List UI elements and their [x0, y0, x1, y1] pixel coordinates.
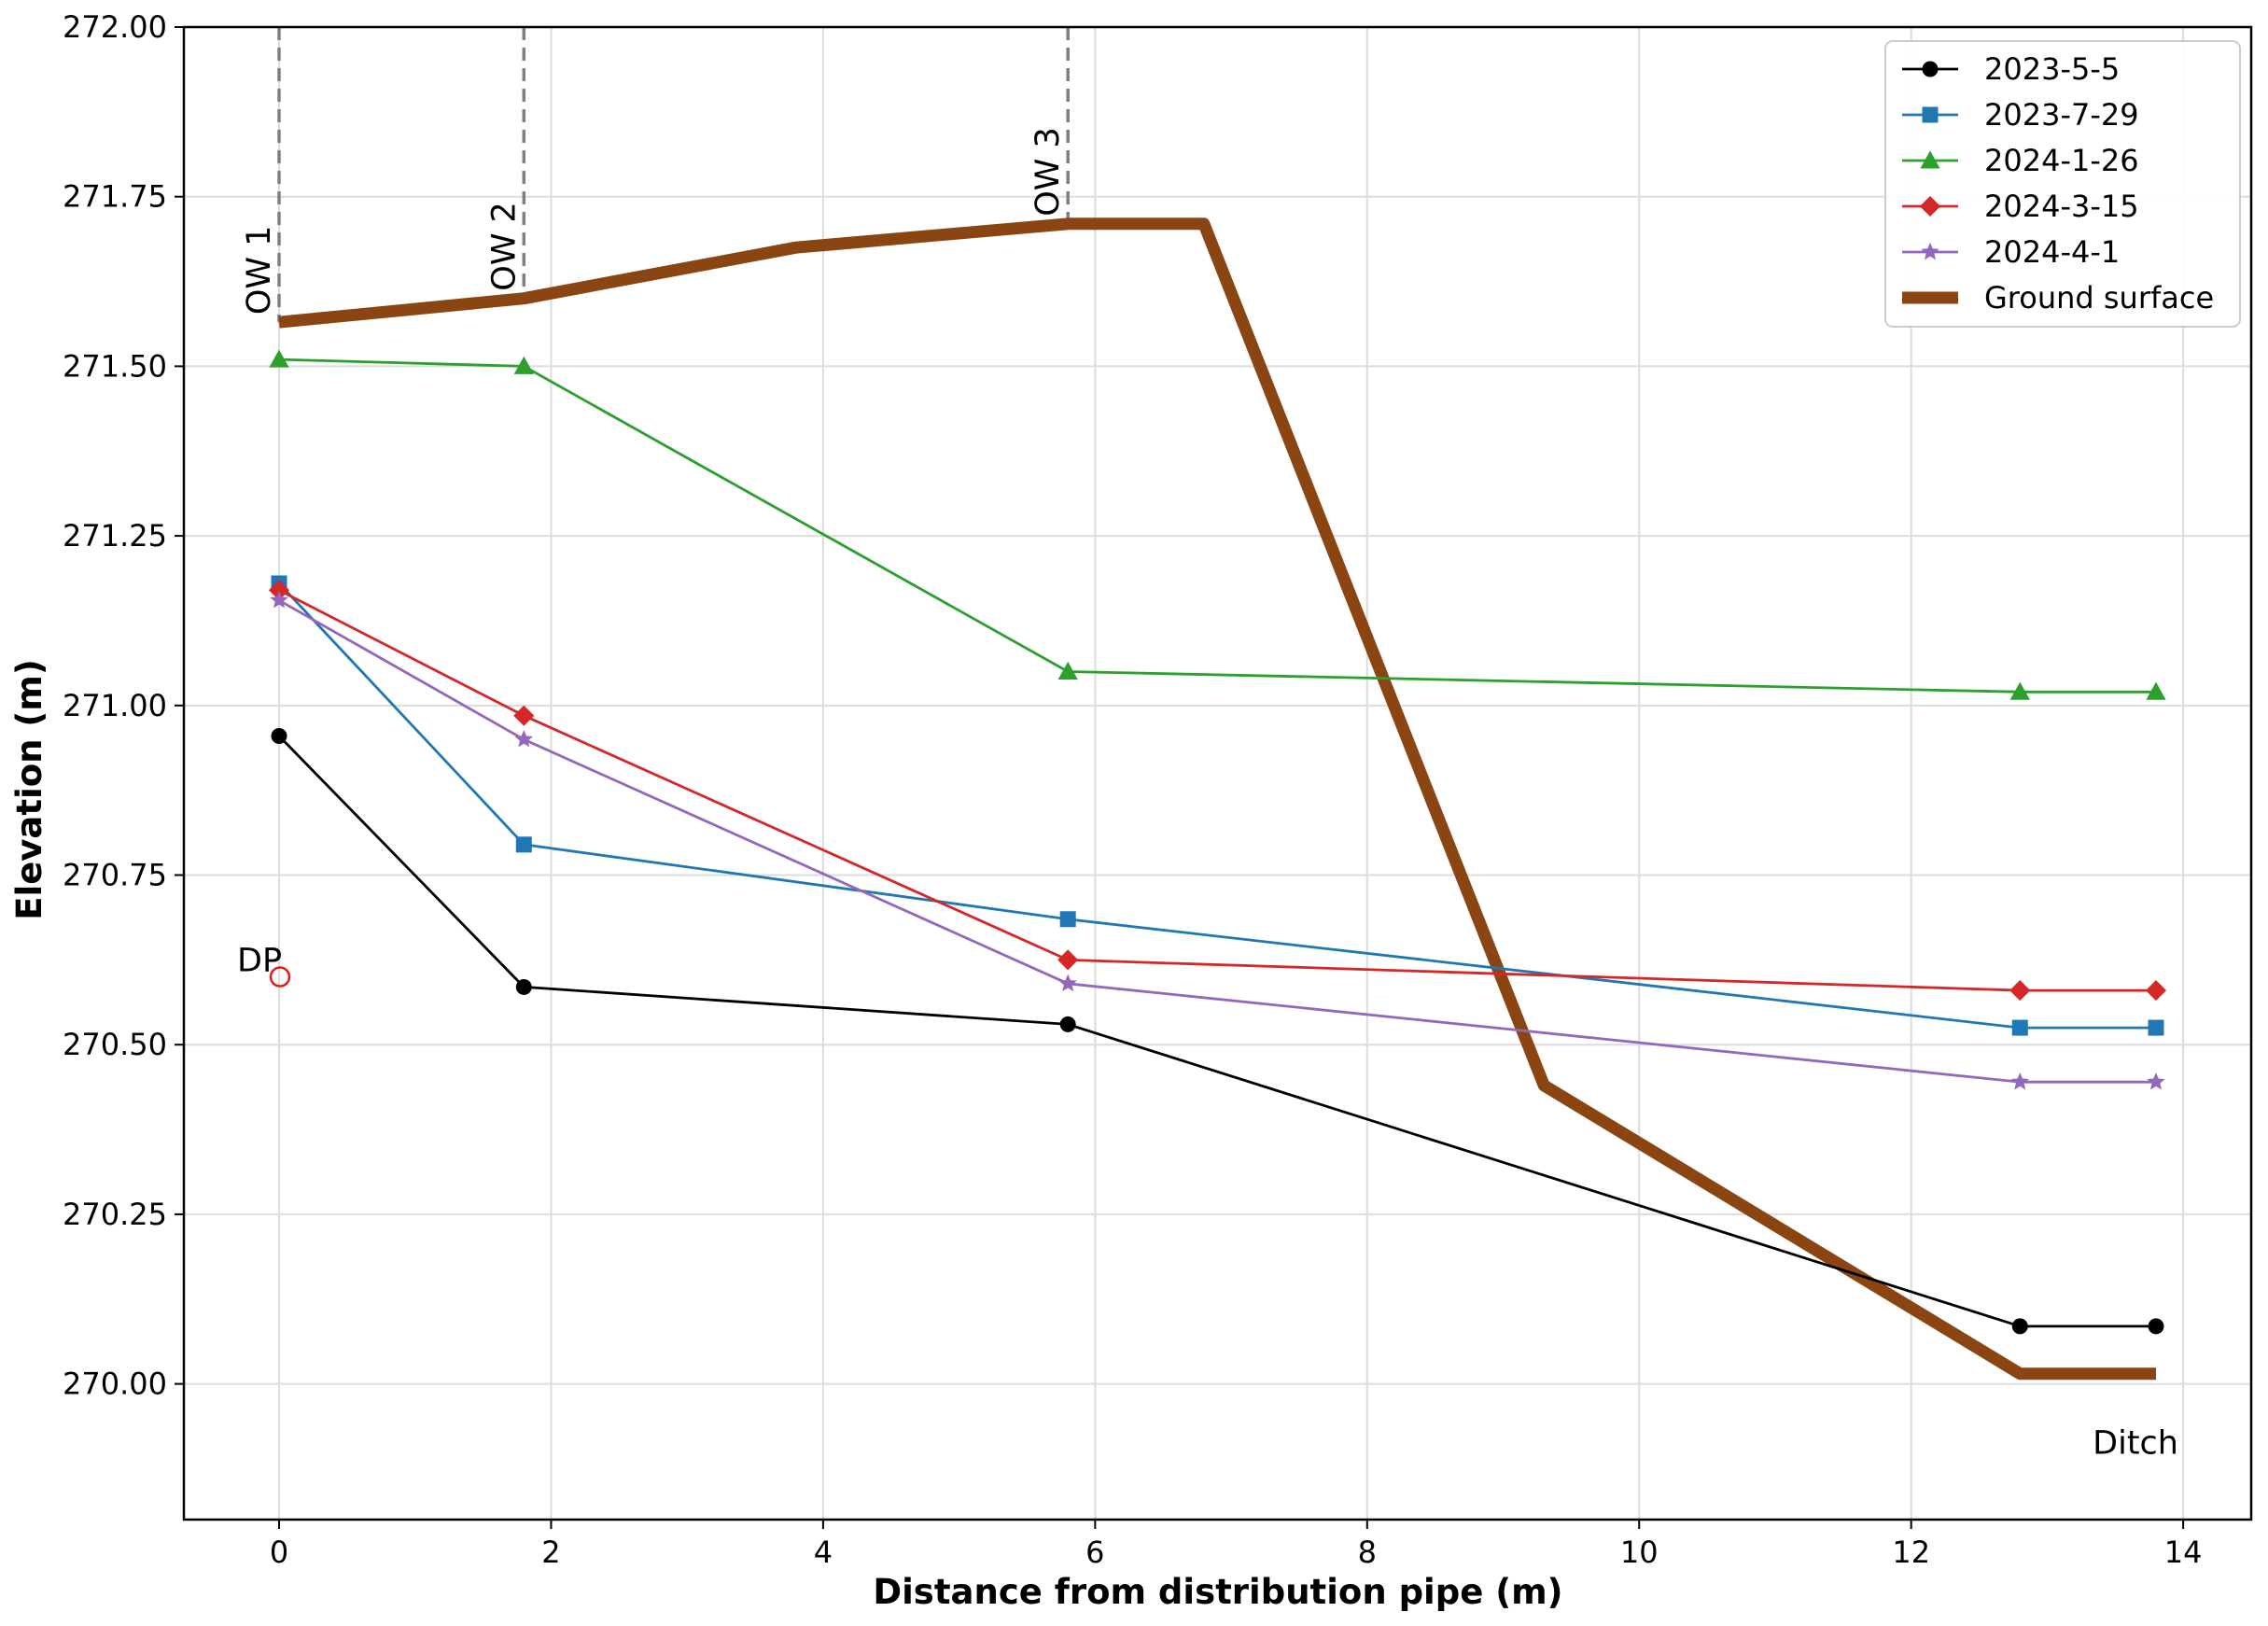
data-point [1057, 949, 1079, 971]
ticks: 0 2 4 6 8 10 12 14 270.00 270.25 270.50 270.75 271.0… [63, 9, 2202, 1570]
y-tick-label: 271.50 [63, 348, 167, 384]
observation-wells: OW 1 OW 2 OW 3 [241, 27, 1070, 323]
y-tick-label: 271.75 [63, 179, 167, 215]
axes [182, 25, 2253, 1521]
y-tick-label: 270.75 [63, 858, 167, 893]
data-point [513, 356, 534, 374]
legend-box [1884, 40, 2241, 328]
annotations: DP Ditch [237, 943, 2178, 1463]
data-point [269, 349, 289, 368]
dp-marker [269, 966, 291, 988]
legend: 2023-5-5 2023-7-29 2024-1-26 2024-3-15 2024-… [1884, 40, 2241, 328]
y-tick-label: 272.00 [63, 9, 167, 45]
series-markers [268, 349, 2167, 1335]
y-axis-label: Elevation (m) [9, 659, 49, 920]
data-point [1059, 1016, 1076, 1032]
data-point [1057, 661, 1078, 680]
plot-frame [182, 25, 2253, 1521]
x-tick-label: 4 [814, 1535, 833, 1570]
y-tick-label: 270.25 [63, 1197, 167, 1232]
x-tick-label: 0 [270, 1535, 288, 1570]
data-point [2146, 681, 2166, 700]
data-point [2147, 1072, 2165, 1090]
legend-marker [1920, 150, 1940, 169]
x-tick-label: 12 [1892, 1535, 1930, 1570]
legend-marker [1922, 61, 1939, 77]
data-point [2011, 1019, 2028, 1036]
x-tick-label: 8 [1358, 1535, 1377, 1570]
y-tick-label: 270.50 [63, 1027, 167, 1062]
x-axis-label: Distance from distribution pipe (m) [873, 1572, 1562, 1612]
data-point [515, 836, 532, 853]
data-point [268, 580, 290, 601]
x-tick-label: 14 [2164, 1535, 2203, 1570]
data-point [1059, 911, 1076, 928]
legend-entry: 2023-5-5 [1984, 51, 2120, 87]
well-label: OW 2 [485, 202, 523, 291]
x-tick-label: 2 [541, 1535, 560, 1570]
y-tick-label: 271.25 [63, 518, 167, 554]
legend-marker [1919, 195, 1941, 217]
data-point [514, 729, 534, 748]
data-point [2009, 681, 2030, 700]
y-tick-label: 271.00 [63, 688, 167, 723]
legend-marker [1922, 106, 1939, 123]
well-label: OW 1 [241, 226, 278, 315]
data-point [515, 978, 532, 995]
legend-entry: 2024-4-1 [1984, 234, 2120, 270]
legend-entry: Ground surface [1984, 280, 2214, 315]
data-point [2148, 1318, 2164, 1335]
data-point [2145, 980, 2167, 1002]
legend-entry: 2024-3-15 [1984, 189, 2139, 224]
x-tick-label: 10 [1620, 1535, 1659, 1570]
data-point [2010, 1072, 2029, 1090]
data-point [513, 705, 535, 726]
data-point [2009, 980, 2031, 1002]
legend-entry: 2024-1-26 [1984, 143, 2139, 178]
data-point [270, 590, 288, 609]
ditch-label: Ditch [2093, 1425, 2178, 1463]
dp-label: DP [237, 943, 282, 980]
data-point [271, 728, 287, 745]
data-point [2148, 1019, 2164, 1036]
legend-entry: 2023-7-29 [1984, 97, 2139, 133]
data-point [1058, 974, 1077, 992]
series-line-6 [278, 217, 2156, 1381]
x-tick-label: 6 [1085, 1535, 1104, 1570]
well-label: OW 3 [1029, 127, 1067, 217]
y-tick-label: 270.00 [63, 1367, 167, 1402]
legend-marker [1921, 242, 1939, 260]
data-point [2011, 1318, 2028, 1335]
